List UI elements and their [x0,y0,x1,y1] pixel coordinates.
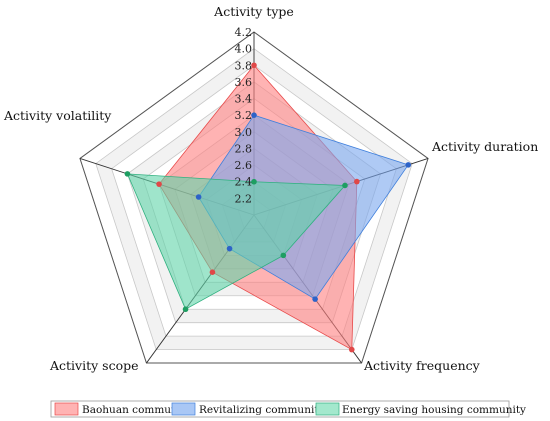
legend-label-energy-saving: Energy saving housing community [342,404,526,416]
grid-outer-ring [79,31,429,364]
data-point [124,171,131,177]
legend-label-revitalizing: Revitalizing community [199,404,325,416]
radar-series [124,62,412,353]
data-point [342,182,348,189]
tick-label: 2.8 [235,142,253,155]
tick-label: 3.8 [235,59,253,72]
tick-label: 4.2 [235,26,253,39]
legend: Baohuan community Revitalizing community… [50,400,526,418]
tick-label: 2.6 [235,159,253,172]
tick-label: 3.6 [235,76,253,89]
tick-label: 2.4 [235,176,253,189]
tick-label: 3.0 [235,126,253,139]
data-point [251,112,257,118]
data-point [405,162,412,168]
legend-label-baohuan: Baohuan community [82,404,191,416]
tick-label: 3.2 [235,109,253,122]
radial-ticks: 4.2 4.0 3.8 3.6 3.4 3.2 3.0 2.8 2.6 2.4 2.2 [235,26,253,205]
data-point [195,194,202,200]
data-point [226,245,233,252]
data-point [348,346,355,353]
data-point [280,252,287,259]
data-point [182,306,189,313]
axis-label-activity-duration: Activity duration [431,139,538,154]
legend-swatch-revitalizing [171,402,196,416]
data-point [209,269,216,276]
data-point [312,296,318,302]
data-point [251,62,257,69]
legend-frame [50,400,510,418]
axis-label-activity-scope: Activity scope [49,358,139,373]
series-area [126,173,346,310]
tick-label: 3.4 [235,93,253,106]
axis-label-activity-type: Activity type [213,4,294,19]
data-point [354,178,360,185]
axis-label-activity-volatility: Activity volatility [3,108,112,123]
tick-label: 4.0 [235,43,253,56]
legend-swatch-energy-saving [315,402,340,416]
data-point [251,178,257,185]
axis-label-activity-frequency: Activity frequency [363,358,481,373]
data-point [156,181,162,187]
tick-label: 2.2 [235,192,253,205]
legend-swatch-baohuan [54,402,79,416]
